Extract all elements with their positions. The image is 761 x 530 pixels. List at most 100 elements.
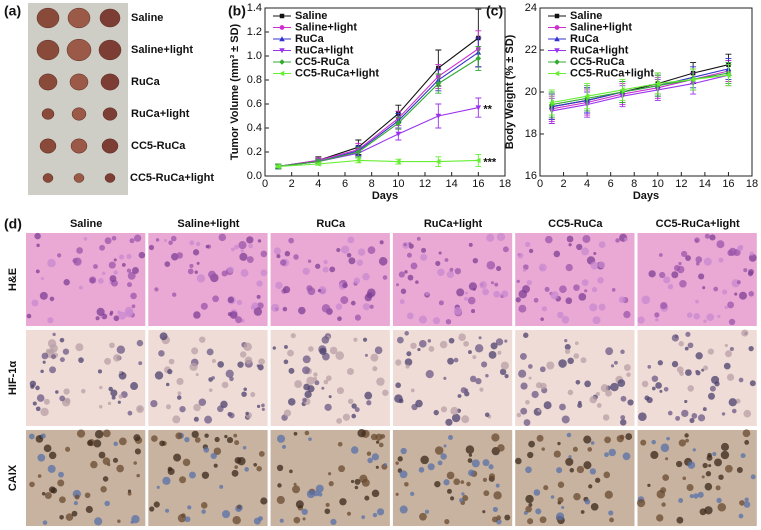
cell xyxy=(500,361,509,370)
cell xyxy=(415,280,419,284)
cell xyxy=(627,399,634,406)
cell xyxy=(600,384,609,392)
cell xyxy=(704,482,713,491)
data-point xyxy=(475,55,482,62)
cell xyxy=(504,514,511,521)
cell xyxy=(663,386,669,392)
cell xyxy=(440,453,447,460)
cell xyxy=(188,471,196,479)
cell xyxy=(591,286,598,293)
cell xyxy=(625,433,633,440)
cell xyxy=(723,362,731,370)
micrograph xyxy=(637,233,757,326)
cell xyxy=(378,442,384,448)
data-point xyxy=(435,158,441,165)
cell xyxy=(444,518,450,525)
cell xyxy=(662,474,670,481)
cell xyxy=(701,475,705,479)
cell xyxy=(233,244,239,250)
cell xyxy=(244,467,249,472)
cell xyxy=(408,243,414,249)
cell xyxy=(598,303,606,311)
cell xyxy=(102,476,109,482)
x-axis-label: Days xyxy=(372,190,398,202)
cell xyxy=(465,445,475,454)
cell xyxy=(527,518,534,525)
cell xyxy=(194,437,201,443)
cell xyxy=(743,409,752,418)
cell xyxy=(127,271,136,280)
cell xyxy=(702,462,708,469)
cell xyxy=(406,252,412,258)
cell xyxy=(501,290,509,298)
cell xyxy=(461,492,465,496)
cell xyxy=(726,373,735,381)
cell xyxy=(342,413,351,421)
cell xyxy=(127,491,132,496)
cell xyxy=(158,350,165,357)
cell xyxy=(191,347,199,355)
cell xyxy=(610,364,615,368)
cell xyxy=(491,433,500,442)
cell xyxy=(244,356,253,365)
cell xyxy=(651,375,659,382)
cell xyxy=(117,400,121,404)
tumor xyxy=(99,8,121,28)
cell xyxy=(99,385,103,390)
cell xyxy=(338,465,346,473)
cell xyxy=(404,270,408,274)
cell xyxy=(35,406,41,412)
cell xyxy=(608,510,614,516)
cell xyxy=(420,253,428,261)
cell xyxy=(134,234,142,242)
cell xyxy=(208,270,216,279)
cell xyxy=(375,440,380,444)
cell xyxy=(256,465,262,472)
cell xyxy=(679,280,687,288)
cell xyxy=(702,286,706,290)
cell xyxy=(467,458,473,463)
cell xyxy=(366,451,372,456)
cell xyxy=(40,407,49,417)
cell xyxy=(446,471,455,480)
cell xyxy=(712,451,717,457)
cell xyxy=(478,336,482,340)
cell xyxy=(42,520,48,525)
tumor xyxy=(71,107,87,121)
cell xyxy=(420,455,429,465)
cell xyxy=(685,369,692,376)
cell xyxy=(646,396,653,404)
cell xyxy=(618,296,626,304)
legend-marker xyxy=(554,36,560,42)
cell xyxy=(370,353,379,362)
micrograph xyxy=(148,233,268,326)
cell xyxy=(276,254,281,259)
cell xyxy=(208,388,213,393)
cell xyxy=(404,331,409,336)
column-label: CC5-RuCa+light xyxy=(656,218,740,230)
y-tick-label: 0.4 xyxy=(247,122,262,134)
cell xyxy=(525,466,532,474)
cell xyxy=(706,313,715,322)
cell xyxy=(744,440,750,445)
cell xyxy=(159,332,168,341)
cell xyxy=(602,414,610,421)
cell xyxy=(63,388,70,395)
cell xyxy=(557,311,564,319)
cell xyxy=(337,316,342,322)
cell xyxy=(749,251,755,256)
cell xyxy=(399,470,408,479)
cell xyxy=(238,241,247,250)
cell xyxy=(330,518,337,526)
data-point xyxy=(475,105,482,111)
y-tick-label: 0.2 xyxy=(247,146,262,158)
cell xyxy=(126,253,132,260)
cell xyxy=(609,517,614,523)
cell xyxy=(304,430,310,436)
data-point xyxy=(619,87,625,93)
cell xyxy=(407,274,414,281)
cell xyxy=(691,413,698,419)
cell xyxy=(453,306,463,315)
cell xyxy=(472,355,477,360)
cell xyxy=(428,346,435,352)
